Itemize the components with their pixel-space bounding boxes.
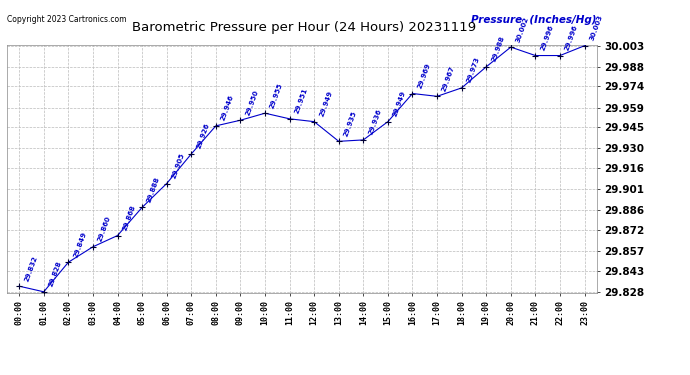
Text: 29.832: 29.832 xyxy=(23,255,38,282)
Text: 29.955: 29.955 xyxy=(269,82,284,109)
Text: 29.967: 29.967 xyxy=(441,65,456,92)
Text: 29.935: 29.935 xyxy=(343,110,357,137)
Text: 29.949: 29.949 xyxy=(318,90,333,117)
Text: 29.936: 29.936 xyxy=(368,108,382,136)
Text: 30.002: 30.002 xyxy=(515,15,530,43)
Text: 29.988: 29.988 xyxy=(491,35,505,63)
Text: 30.003: 30.003 xyxy=(589,14,604,42)
Text: 29.926: 29.926 xyxy=(195,123,210,150)
Text: 29.973: 29.973 xyxy=(466,56,481,84)
Text: 29.969: 29.969 xyxy=(417,62,431,89)
Text: 29.951: 29.951 xyxy=(294,87,308,115)
Text: 29.828: 29.828 xyxy=(48,260,63,288)
Text: 29.996: 29.996 xyxy=(540,24,554,51)
Text: 29.949: 29.949 xyxy=(392,90,407,117)
Text: 29.849: 29.849 xyxy=(72,231,88,258)
Text: Barometric Pressure per Hour (24 Hours) 20231119: Barometric Pressure per Hour (24 Hours) … xyxy=(132,21,475,34)
Text: 29.888: 29.888 xyxy=(146,176,161,203)
Text: 29.946: 29.946 xyxy=(220,94,235,122)
Text: 29.950: 29.950 xyxy=(244,89,259,116)
Text: 29.905: 29.905 xyxy=(171,152,186,179)
Text: Pressure  (Inches/Hg): Pressure (Inches/Hg) xyxy=(471,15,597,25)
Text: 29.996: 29.996 xyxy=(564,24,579,51)
Text: Copyright 2023 Cartronics.com: Copyright 2023 Cartronics.com xyxy=(7,15,126,24)
Text: 29.860: 29.860 xyxy=(97,215,112,243)
Text: 29.868: 29.868 xyxy=(121,204,137,231)
